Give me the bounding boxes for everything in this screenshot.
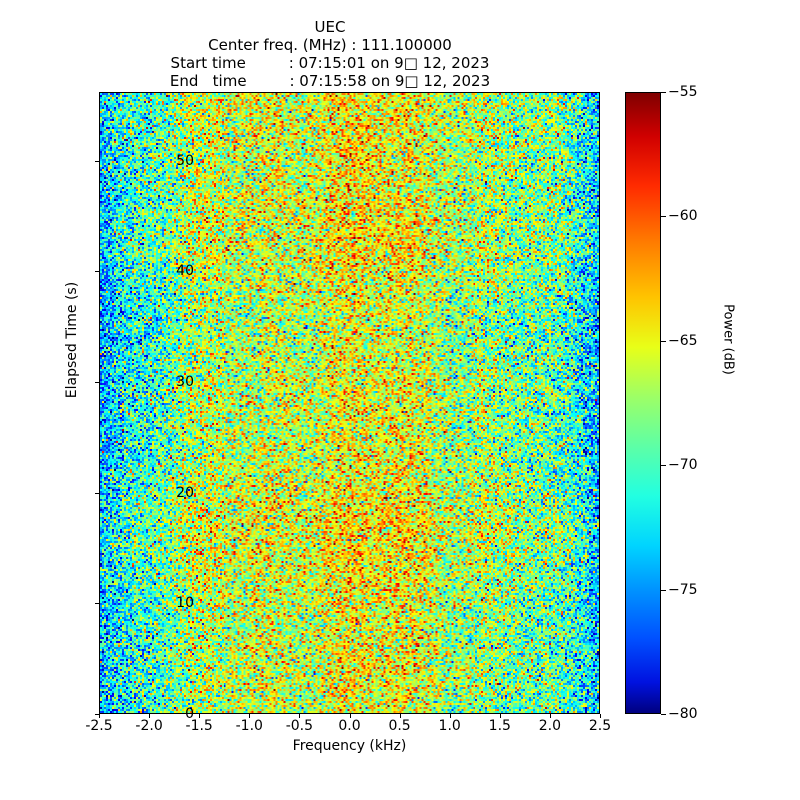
x-tick-label: 0.5 — [388, 718, 411, 734]
colorbar-gradient — [626, 93, 660, 713]
colorbar — [625, 92, 661, 714]
figure-title: UEC Center freq. (MHz) : 111.100000 Star… — [0, 18, 660, 90]
spectrogram-plot-area — [99, 92, 600, 714]
y-tick-mark — [95, 492, 99, 494]
x-tick-label: -2.5 — [85, 718, 113, 734]
x-tick-mark — [299, 714, 301, 718]
y-tick-label: 20 — [176, 484, 194, 501]
colorbar-tick-label: −60 — [668, 208, 698, 225]
x-tick-label: 2.0 — [538, 718, 562, 734]
x-tick-label: 0.0 — [338, 718, 361, 734]
colorbar-tick-mark — [661, 340, 666, 342]
colorbar-tick-label: −75 — [668, 581, 698, 598]
colorbar-tick-label: −80 — [668, 706, 698, 722]
y-tick-label: 30 — [176, 373, 194, 390]
colorbar-tick-mark — [661, 465, 666, 467]
title-line-end-time: End time : 07:15:58 on 9□ 12, 2023 — [169, 72, 491, 90]
y-tick-mark — [95, 381, 99, 383]
x-tick-label: -1.5 — [185, 718, 213, 734]
y-tick-label: 0 — [185, 706, 194, 722]
y-tick-mark — [95, 714, 99, 715]
x-tick-label: -2.0 — [135, 718, 163, 734]
title-line-start-time: Start time : 07:15:01 on 9□ 12, 2023 — [170, 54, 490, 72]
spectrogram-image — [100, 93, 599, 713]
colorbar-tick-label: −65 — [668, 332, 698, 349]
x-tick-mark — [349, 714, 351, 718]
x-tick-label: 1.5 — [488, 718, 511, 734]
colorbar-tick-mark — [661, 216, 666, 218]
colorbar-tick-mark — [661, 589, 666, 591]
x-tick-label: -0.5 — [285, 718, 314, 734]
x-tick-mark — [249, 714, 251, 718]
title-line-center-freq: Center freq. (MHz) : 111.100000 — [208, 36, 452, 54]
x-tick-mark — [399, 714, 401, 718]
x-tick-mark — [499, 714, 501, 718]
x-tick-mark — [449, 714, 451, 718]
title-line-station: UEC — [314, 18, 346, 36]
x-tick-label: -1.0 — [235, 718, 263, 734]
y-axis-label: Elapsed Time (s) — [64, 281, 80, 399]
colorbar-tick-label: −55 — [668, 84, 698, 100]
x-tick-mark — [99, 714, 100, 718]
colorbar-tick-mark — [661, 92, 666, 93]
y-tick-label: 50 — [176, 152, 194, 169]
x-tick-mark — [600, 714, 601, 718]
y-tick-label: 10 — [176, 595, 194, 612]
y-tick-mark — [95, 160, 99, 162]
x-tick-label: 2.5 — [588, 718, 612, 734]
x-tick-label: 1.0 — [438, 718, 461, 734]
colorbar-label: Power (dB) — [720, 304, 736, 375]
colorbar-tick-mark — [661, 714, 666, 715]
y-tick-mark — [95, 603, 99, 605]
y-tick-label: 40 — [176, 263, 194, 280]
x-tick-mark — [549, 714, 551, 718]
x-tick-mark — [199, 714, 201, 718]
x-tick-mark — [149, 714, 151, 718]
y-tick-mark — [95, 271, 99, 273]
colorbar-tick-label: −70 — [668, 457, 698, 474]
x-axis-label: Frequency (kHz) — [292, 738, 407, 754]
